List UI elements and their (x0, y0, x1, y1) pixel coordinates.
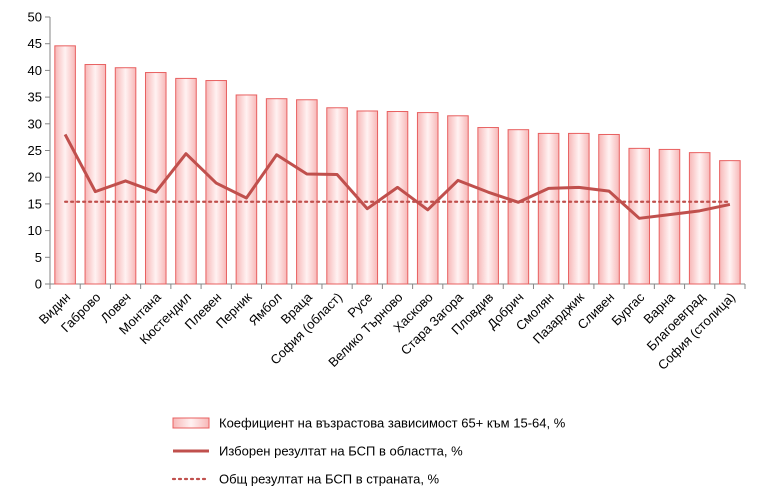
bar-19 (598, 133, 620, 285)
legend-dotted-label: Общ резултат на БСП в страната, % (219, 472, 440, 487)
bar-4 (144, 72, 167, 285)
legend-bar-label: Коефициент на възрастова зависимост 65+ … (219, 416, 566, 431)
y-tick-label: 5 (35, 250, 42, 265)
y-tick-label: 25 (28, 143, 42, 158)
legend-line-label: Изборен резултат на БСП в областта, % (219, 444, 463, 459)
bar-22 (688, 152, 711, 285)
bar-11 (356, 110, 379, 285)
bar-17 (537, 132, 560, 285)
bar-7 (235, 94, 258, 285)
bar-2 (84, 64, 107, 285)
bar-3 (114, 67, 137, 285)
bar-10 (326, 107, 348, 285)
y-tick-label: 0 (35, 277, 42, 292)
y-tick-label: 35 (28, 90, 42, 105)
regional-result-line (63, 133, 731, 220)
bar-1 (54, 45, 76, 285)
y-tick-label: 45 (28, 36, 42, 51)
y-tick-label: 20 (28, 170, 42, 185)
bar-16 (507, 129, 530, 285)
y-tick-label: 50 (28, 10, 42, 25)
bar-5 (175, 77, 197, 285)
bar-18 (568, 132, 590, 285)
y-tick-label: 15 (28, 196, 42, 211)
bar-13 (416, 112, 439, 285)
x-category-label: Ямбол (246, 290, 285, 329)
y-tick-label: 40 (28, 63, 42, 78)
legend-bar-swatch (172, 417, 210, 429)
y-tick-label: 10 (28, 223, 42, 238)
bar-8 (265, 98, 288, 285)
bar-9 (296, 99, 318, 285)
y-tick-label: 30 (28, 116, 42, 131)
bar-15 (477, 127, 499, 285)
x-category-label: Бургас (608, 289, 647, 328)
bar-12 (386, 111, 409, 285)
bar-14 (447, 115, 469, 285)
bar-23 (719, 160, 741, 285)
